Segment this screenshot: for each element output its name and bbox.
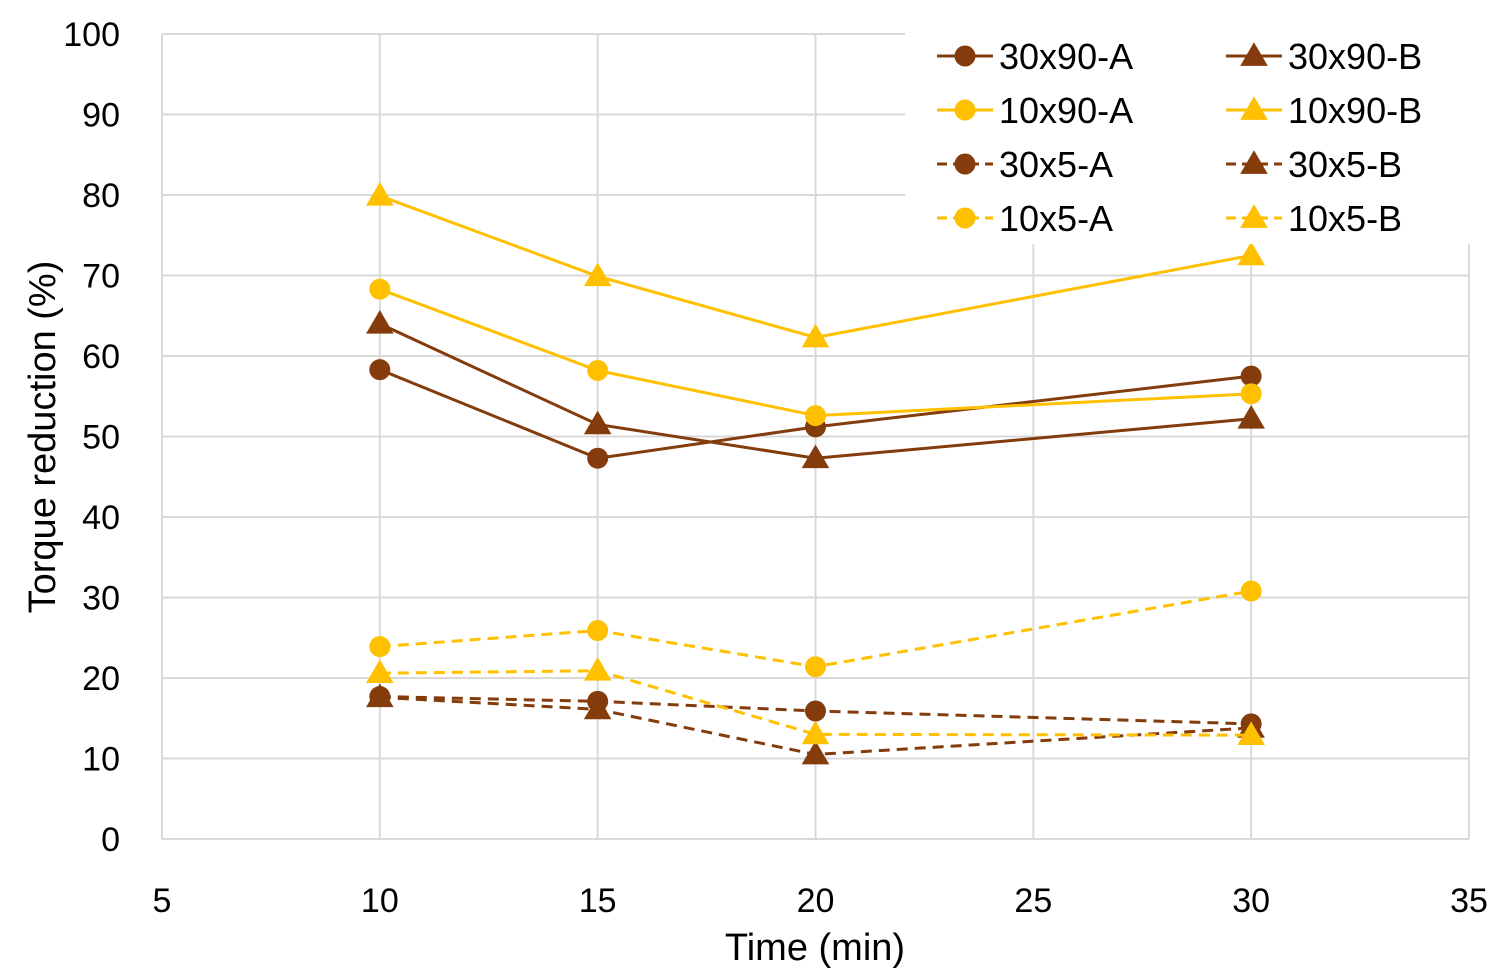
data-point-10x90-a-x20	[805, 405, 826, 427]
legend-item-30x5-b: 30x5-B	[1226, 144, 1402, 185]
legend-item-10x5-b: 10x5-B	[1226, 198, 1402, 239]
y-tick-label-100: 100	[63, 16, 120, 54]
legend-item-30x90-a: 30x90-A	[937, 36, 1133, 77]
legend-label-10x5-b: 10x5-B	[1288, 198, 1402, 239]
series-10x90-b	[366, 182, 1265, 348]
data-point-30x90-a-x15	[587, 447, 609, 469]
data-point-30x90-a-x10	[369, 359, 391, 381]
y-tick-label-20: 20	[82, 660, 120, 698]
x-axis-title: Time (min)	[725, 927, 905, 969]
y-axis-title: Torque reduction (%)	[22, 261, 64, 614]
series-line-10x90-b	[379, 194, 1252, 339]
data-point-10x5-a-x15	[587, 620, 609, 642]
data-point-30x5-b-x10	[366, 683, 394, 708]
legend-item-30x5-a: 30x5-A	[937, 144, 1113, 185]
legend-marker-10x90-a	[954, 99, 976, 121]
data-point-30x5-a-x20	[805, 700, 826, 722]
legend-label-30x5-a: 30x5-A	[999, 144, 1113, 185]
data-point-30x5-b-x20	[801, 740, 830, 765]
data-point-10x5-b-x10	[366, 659, 394, 684]
y-tick-labels: 0 10 20 30 40 50 60 70 80 90 100	[63, 16, 120, 859]
series-line-10x5-a	[379, 589, 1252, 669]
data-point-10x5-b-x15	[583, 656, 612, 681]
series-line-10x90-a	[379, 287, 1252, 418]
data-point-30x90-b-x15	[583, 410, 612, 435]
y-tick-label-80: 80	[82, 177, 120, 215]
series-line-30x90-b	[379, 322, 1252, 460]
x-tick-label-30: 30	[1232, 882, 1270, 920]
legend-marker-10x90-b	[1240, 96, 1268, 120]
data-point-30x90-b-x30	[1237, 405, 1265, 429]
data-point-30x5-b-x15	[583, 695, 612, 720]
x-tick-labels: 5 10 15 20 25 30 35	[153, 882, 1488, 920]
y-tick-label-30: 30	[82, 580, 120, 618]
series-line-10x5-b	[379, 669, 1252, 737]
legend: 30x90-A 30x90-B 10x90-A 10x90-B 30x5-A 30x5-B…	[905, 14, 1477, 244]
series-30x90-b	[366, 310, 1265, 469]
x-tick-label-20: 20	[797, 882, 835, 920]
data-point-10x90-a-x30	[1240, 383, 1262, 405]
data-point-10x5-a-x20	[805, 656, 826, 678]
data-point-30x90-a-x30	[1240, 365, 1262, 387]
x-tick-label-25: 25	[1014, 882, 1052, 920]
legend-label-10x90-a: 10x90-A	[999, 90, 1133, 131]
data-point-10x90-a-x10	[369, 278, 391, 300]
series-10x5-a	[369, 580, 1262, 678]
data-point-30x90-b-x20	[801, 444, 830, 469]
y-tick-label-10: 10	[82, 741, 120, 779]
legend-marker-10x5-b	[1240, 204, 1268, 228]
x-tick-label-15: 15	[579, 882, 617, 920]
x-tick-label-35: 35	[1450, 882, 1488, 920]
data-point-10x90-a-x15	[587, 359, 609, 381]
legend-label-10x90-b: 10x90-B	[1288, 90, 1422, 131]
legend-item-10x90-b: 10x90-B	[1226, 90, 1422, 131]
y-tick-label-40: 40	[82, 499, 120, 537]
data-point-10x90-b-x30	[1237, 241, 1265, 266]
series-line-30x5-b	[379, 695, 1252, 756]
legend-label-30x90-a: 30x90-A	[999, 36, 1133, 77]
legend-marker-30x90-b	[1240, 42, 1268, 66]
series-line-30x5-a	[379, 695, 1252, 726]
y-tick-label-60: 60	[82, 338, 120, 376]
series-10x5-b	[366, 656, 1265, 745]
data-point-10x5-a-x10	[369, 636, 391, 658]
legend-item-10x90-a: 10x90-A	[937, 90, 1133, 131]
data-point-10x90-b-x10	[366, 182, 394, 206]
legend-marker-10x5-a	[954, 207, 976, 229]
y-tick-label-70: 70	[82, 258, 120, 296]
series-layer	[366, 182, 1265, 765]
legend-label-30x90-b: 30x90-B	[1288, 36, 1422, 77]
series-10x90-a	[369, 278, 1262, 427]
legend-label-30x5-b: 30x5-B	[1288, 144, 1402, 185]
legend-item-10x5-a: 10x5-A	[937, 198, 1113, 239]
data-point-10x5-b-x20	[801, 720, 830, 745]
data-point-30x90-b-x10	[366, 310, 394, 334]
data-point-10x90-b-x20	[801, 323, 830, 348]
legend-marker-30x5-b	[1240, 150, 1268, 174]
data-point-10x5-a-x30	[1240, 580, 1262, 602]
legend-item-30x90-b: 30x90-B	[1226, 36, 1422, 77]
y-tick-label-50: 50	[82, 419, 120, 457]
data-point-10x5-b-x30	[1237, 721, 1265, 745]
x-tick-label-5: 5	[153, 882, 172, 920]
legend-marker-30x5-a	[954, 153, 976, 175]
y-tick-label-0: 0	[101, 821, 120, 859]
data-point-10x90-b-x15	[583, 262, 612, 287]
x-tick-label-10: 10	[361, 882, 399, 920]
legend-background	[905, 14, 1477, 244]
y-tick-label-90: 90	[82, 97, 120, 135]
legend-marker-30x90-a	[954, 45, 976, 67]
legend-label-10x5-a: 10x5-A	[999, 198, 1113, 239]
